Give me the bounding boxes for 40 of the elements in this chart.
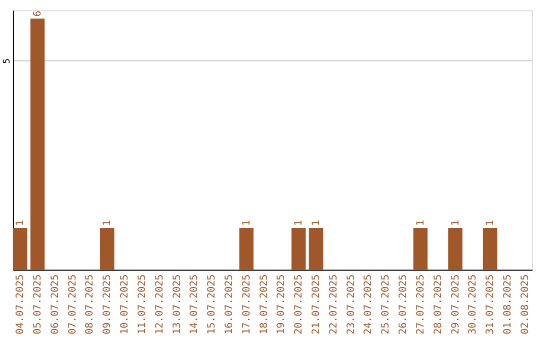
x-tick-label: 29.07.2025 bbox=[450, 274, 462, 334]
x-tick-label: 19.07.2025 bbox=[276, 274, 288, 334]
x-tick-label: 28.07.2025 bbox=[432, 274, 444, 334]
x-tick-label: 31.07.2025 bbox=[485, 274, 496, 334]
x-tick-label: 17.07.2025 bbox=[241, 274, 252, 334]
x-tick-label: 24.07.2025 bbox=[363, 274, 374, 334]
x-tick-label: 16.07.2025 bbox=[224, 274, 235, 334]
x-tick-label: 09.07.2025 bbox=[102, 274, 114, 334]
data-label: 1 bbox=[15, 220, 26, 226]
x-tick-label: 06.07.2025 bbox=[50, 274, 61, 334]
x-tick-label: 30.07.2025 bbox=[468, 274, 479, 334]
x-tick-label: 10.07.2025 bbox=[120, 274, 131, 334]
data-label: 1 bbox=[241, 220, 252, 226]
x-tick-label: 11.07.2025 bbox=[136, 274, 148, 334]
data-label: 1 bbox=[294, 220, 305, 226]
x-tick-label: 04.07.2025 bbox=[15, 274, 26, 334]
x-tick-label: 18.07.2025 bbox=[258, 274, 270, 334]
data-label: 1 bbox=[415, 220, 426, 226]
x-tick-label: 07.07.2025 bbox=[67, 274, 78, 334]
x-tick-label: 13.07.2025 bbox=[172, 274, 183, 334]
y-tick-label: 5 bbox=[2, 58, 12, 64]
x-tick-label: 12.07.2025 bbox=[154, 274, 166, 334]
x-tick-label: 23.07.2025 bbox=[346, 274, 357, 334]
x-tick-label: 21.07.2025 bbox=[311, 274, 322, 334]
x-tick-label: 20.07.2025 bbox=[294, 274, 305, 334]
data-label: 1 bbox=[102, 220, 114, 226]
data-label: 1 bbox=[485, 220, 496, 226]
x-tick-label: 02.08.2025 bbox=[520, 274, 531, 334]
x-tick-label: 27.07.2025 bbox=[415, 274, 426, 334]
data-label: 1 bbox=[311, 220, 322, 226]
data-label: 1 bbox=[450, 220, 462, 226]
x-tick-label: 05.07.2025 bbox=[32, 274, 44, 334]
x-tick-label: 14.07.2025 bbox=[189, 274, 200, 334]
x-tick-label: 15.07.2025 bbox=[206, 274, 218, 334]
data-label: 6 bbox=[32, 10, 44, 17]
x-tick-label: 25.07.2025 bbox=[380, 274, 392, 334]
x-tick-label: 08.07.2025 bbox=[84, 274, 96, 334]
x-tick-label: 22.07.2025 bbox=[328, 274, 340, 334]
x-tick-label: 26.07.2025 bbox=[398, 274, 410, 334]
x-tick-label: 01.08.2025 bbox=[502, 274, 514, 334]
